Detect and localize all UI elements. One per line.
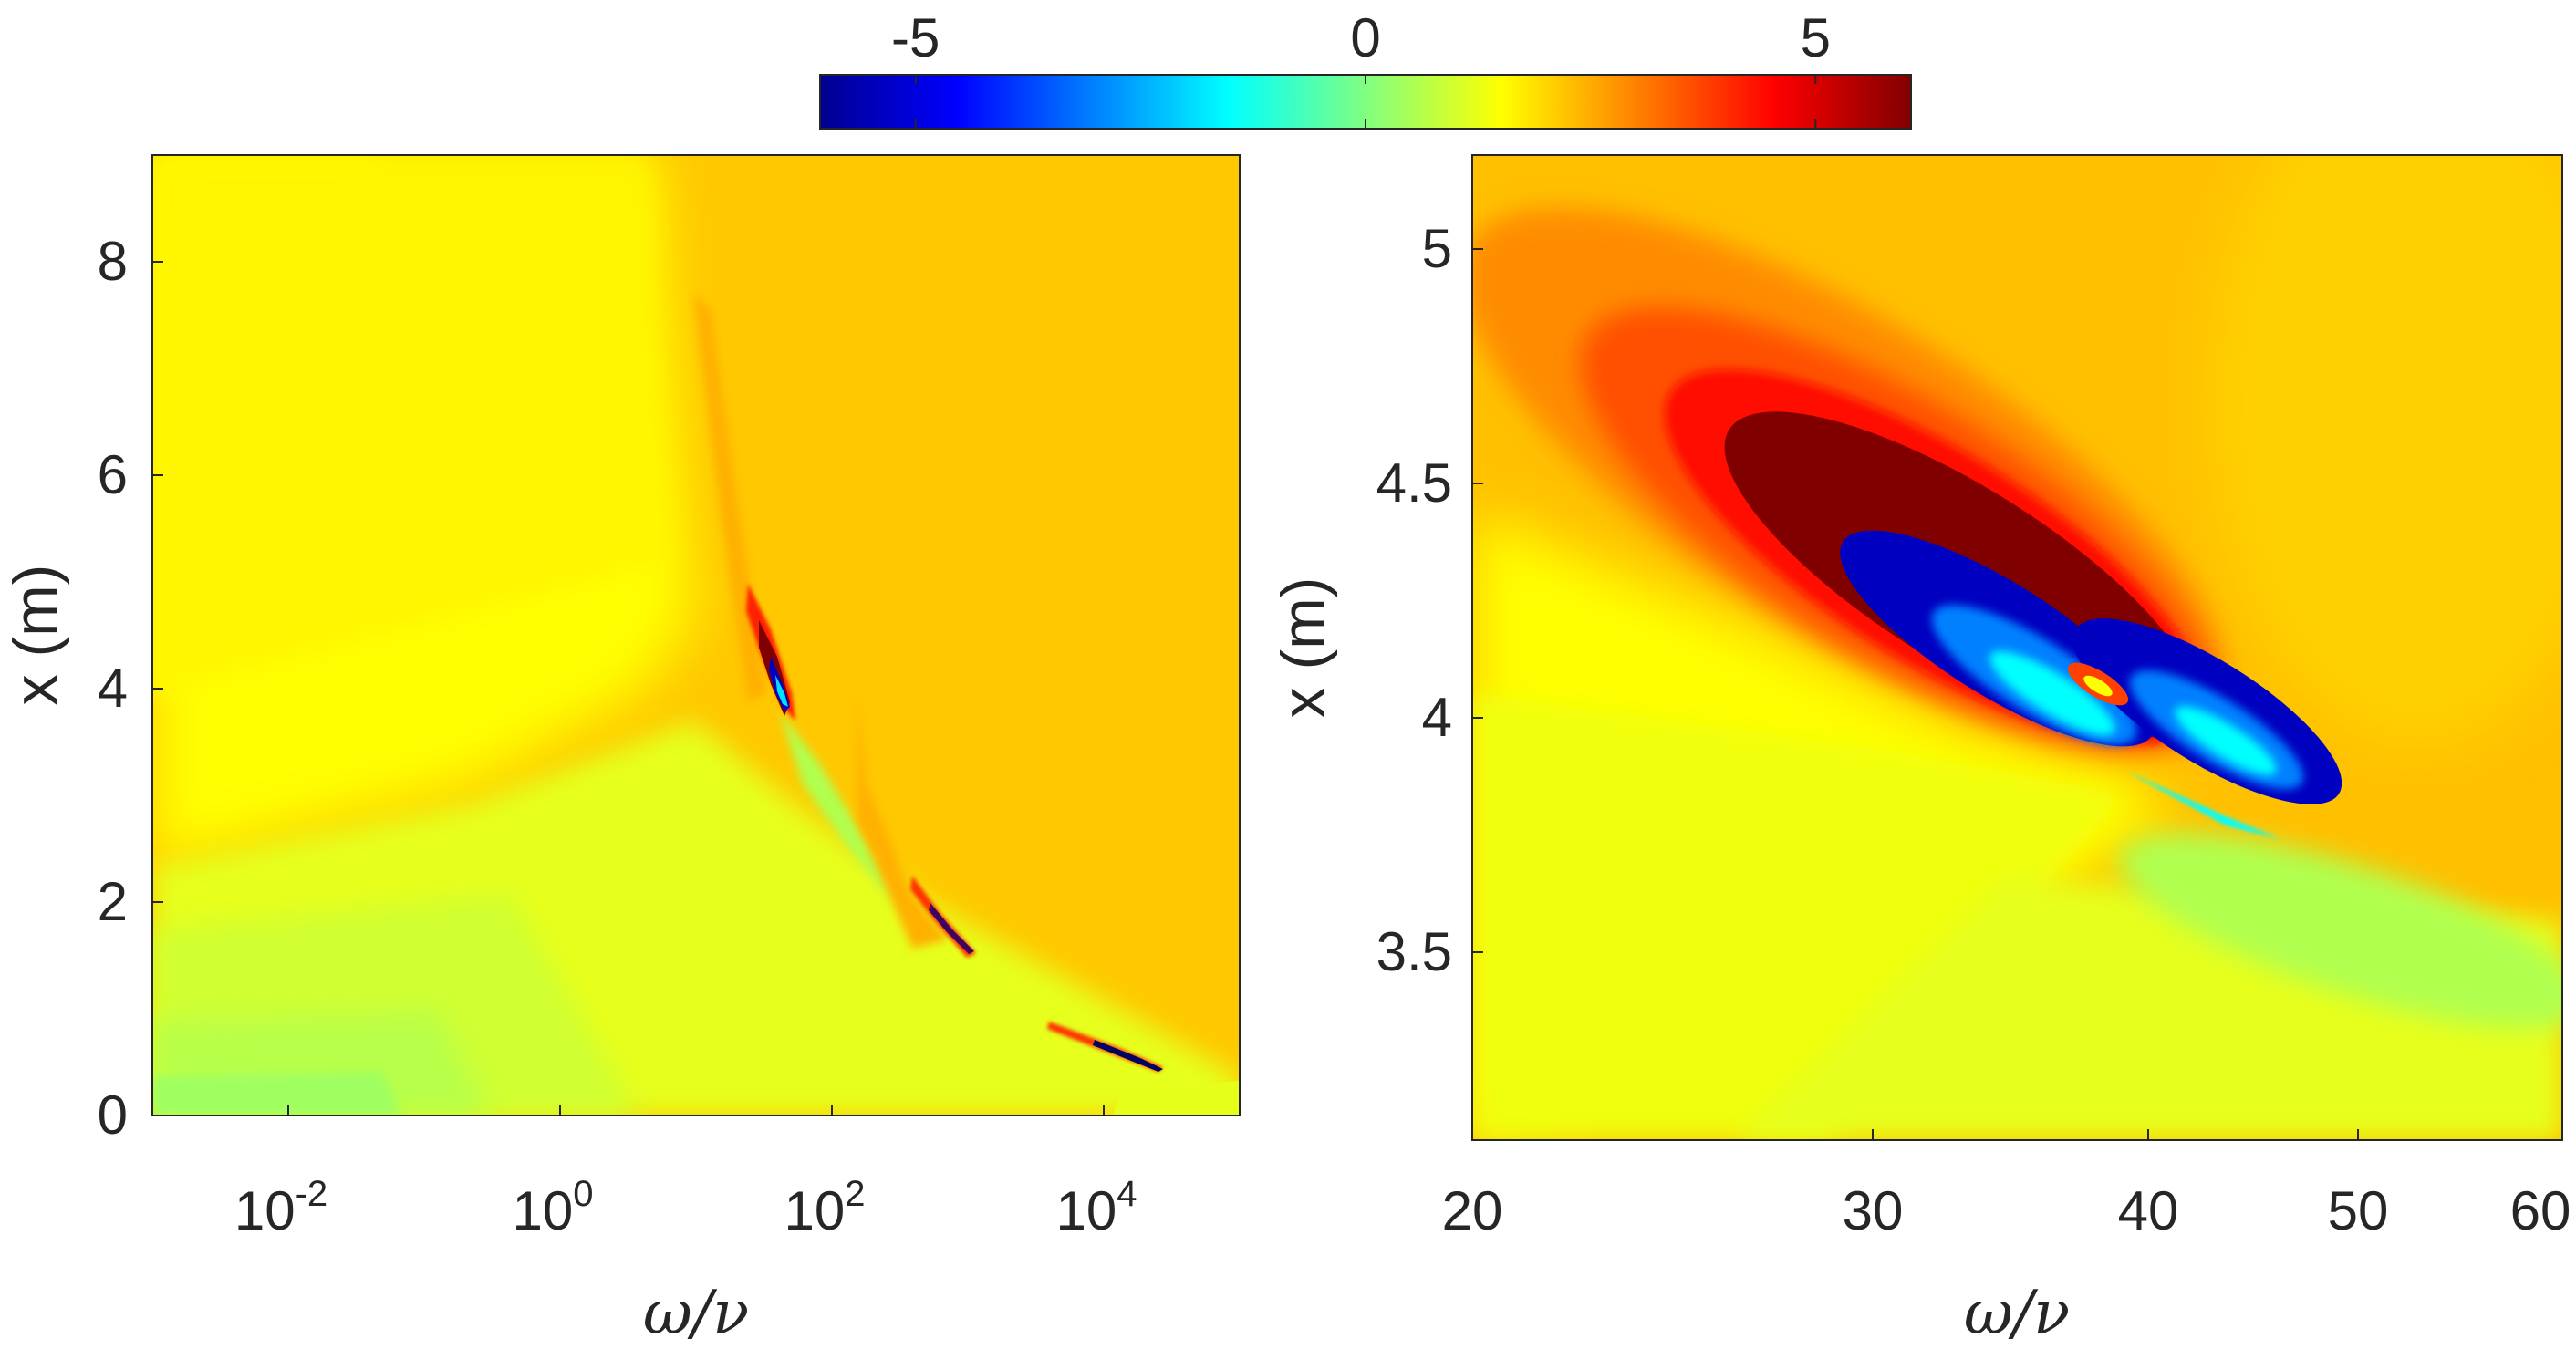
left-x-axis: 10-2 100 102 104 ω/ν	[234, 1105, 1137, 1348]
right-x-axis: 20 30 40 50 60 ω/ν	[1442, 1129, 2571, 1348]
left-x-axis-label: ω/ν	[643, 1278, 749, 1348]
colorbar-tick-label: -5	[891, 7, 940, 68]
right-x-tick-label: 60	[2510, 1180, 2571, 1241]
right-heatmap-field	[1472, 155, 2562, 1140]
right-x-tick-label: 40	[2118, 1180, 2179, 1241]
colorbar-tick-label: 0	[1350, 7, 1380, 68]
right-x-tick-label: 50	[2328, 1180, 2389, 1241]
right-y-axis-label: x (m)	[1269, 577, 1338, 719]
right-y-tick-label: 5	[1422, 218, 1452, 279]
colorbar-tick-label: 5	[1801, 7, 1831, 68]
left-x-tick-label: 104	[1056, 1174, 1137, 1241]
right-x-tick-label: 30	[1843, 1180, 1904, 1241]
right-x-axis-label: ω/ν	[1964, 1278, 2070, 1348]
left-x-tick-label: 10-2	[234, 1174, 327, 1241]
left-x-tick-label: 102	[784, 1174, 866, 1241]
left-heatmap-field	[152, 155, 1240, 1116]
left-y-axis: 0 2 4 6 8 x (m)	[1, 231, 163, 1146]
left-y-tick-label: 2	[98, 871, 128, 932]
left-y-tick-label: 4	[98, 658, 128, 719]
right-heatmap-panel: 3.5 4 4.5 5 x (m) 20 30 40 50 60 ω/ν	[1269, 154, 2571, 1348]
left-heatmap-panel: 0 2 4 6 8 x (m) 10-2 100 102 104 ω/ν	[1, 154, 1241, 1348]
left-x-tick-label: 100	[513, 1174, 594, 1241]
left-y-tick-label: 8	[98, 231, 128, 292]
right-y-tick-label: 4	[1422, 687, 1452, 748]
left-y-tick-label: 0	[98, 1084, 128, 1146]
colorbar: -5 0 5	[819, 7, 1912, 130]
left-axes-box	[151, 154, 1241, 1116]
right-y-tick-label: 4.5	[1376, 452, 1452, 514]
right-y-axis: 3.5 4 4.5 5 x (m)	[1269, 218, 1483, 982]
left-y-tick-label: 6	[98, 444, 128, 505]
right-y-tick-label: 3.5	[1376, 921, 1452, 982]
right-axes-box	[1471, 154, 2563, 1141]
left-y-axis-label: x (m)	[1, 565, 70, 706]
right-x-tick-label: 20	[1442, 1180, 1503, 1241]
